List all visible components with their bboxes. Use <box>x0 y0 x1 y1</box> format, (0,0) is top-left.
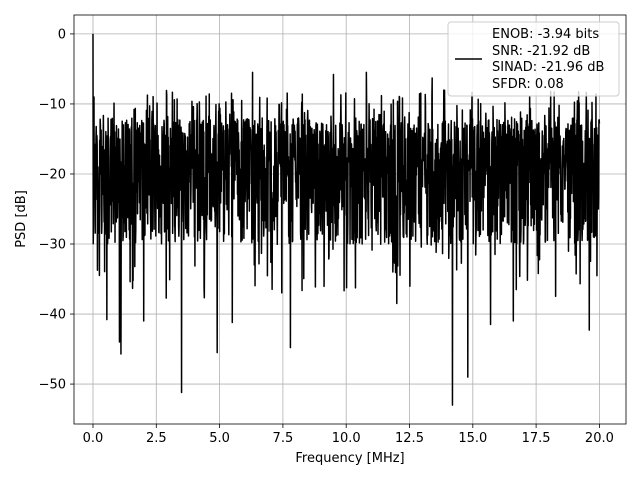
y-tick-label: −40 <box>39 308 66 323</box>
legend-entry-sfdr: SFDR: 0.08 <box>492 77 564 92</box>
x-tick-label: 15.0 <box>458 431 487 446</box>
x-tick-label: 17.5 <box>522 431 551 446</box>
legend-entry-sinad: SINAD: -21.96 dB <box>492 60 604 75</box>
psd-series-line <box>92 33 601 406</box>
x-tick-label: 12.5 <box>395 431 424 446</box>
legend-box <box>447 21 620 97</box>
x-tick-label: 0.0 <box>83 431 104 446</box>
x-tick-label: 10.0 <box>332 431 361 446</box>
x-tick-label: 5.0 <box>209 431 230 446</box>
x-tick-label: 20.0 <box>585 431 614 446</box>
y-tick-label: −20 <box>39 167 66 182</box>
y-tick-label: −50 <box>39 378 66 393</box>
legend-entry-enob: ENOB: -3.94 bits <box>492 27 599 42</box>
x-tick-label: 7.5 <box>273 431 294 446</box>
x-ticks: 0.0 2.5 5.0 7.5 10.0 12.5 15.0 17.5 20.0 <box>83 424 614 446</box>
y-axis-label: PSD [dB] <box>14 190 29 248</box>
y-ticks: 0 −10 −20 −30 −40 −50 <box>39 27 74 393</box>
y-tick-label: 0 <box>58 27 66 42</box>
y-tick-label: −10 <box>39 97 66 112</box>
x-axis-label: Frequency [MHz] <box>295 451 404 466</box>
legend-entry-snr: SNR: -21.92 dB <box>492 44 590 59</box>
x-tick-label: 2.5 <box>146 431 167 446</box>
y-tick-label: −30 <box>39 238 66 253</box>
axes-frame <box>73 14 627 425</box>
legend: ENOB: -3.94 bits SNR: -21.92 dB SINAD: -… <box>447 21 620 97</box>
plot-area <box>92 33 601 406</box>
